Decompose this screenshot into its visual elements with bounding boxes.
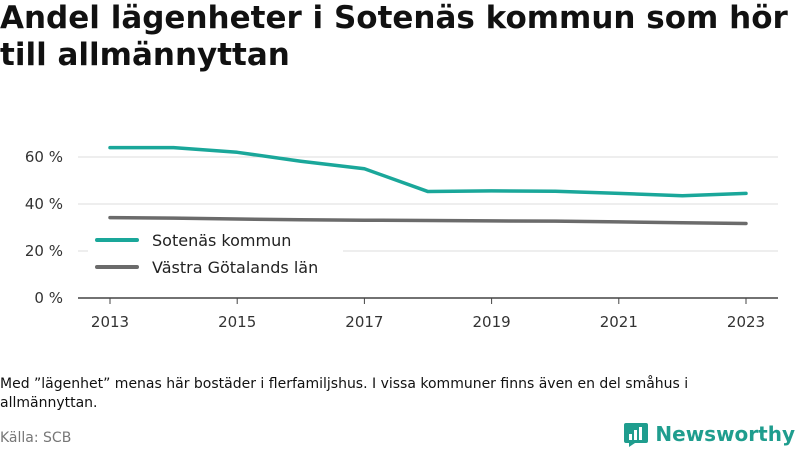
x-tick-label: 2017 [345,313,383,331]
x-tick-label: 2013 [91,313,129,331]
brand-name: Newsworthy [655,422,795,446]
x-tick-label: 2023 [727,313,765,331]
footnote: Med ”lägenhet” menas här bostäder i fler… [0,376,689,411]
series-line-vastra-gotaland [108,215,748,226]
legend-label: Sotenäs kommun [152,231,291,250]
y-tick-label: 20 % [25,242,63,260]
legend-label: Västra Götalands län [152,258,318,277]
chart-title: Andel lägenheter i Sotenäs kommun som hö… [0,0,788,73]
y-tick-label: 0 % [34,289,63,307]
source-label: Källa: SCB [0,430,72,446]
brand-logo: Newsworthy [623,420,795,448]
x-tick-label: 2021 [600,313,638,331]
newsworthy-logo-icon [624,423,649,447]
y-axis-tick-labels: 0 % 20 % 40 % 60 % [25,148,63,307]
x-tick-label: 2015 [218,313,256,331]
series-line-sotenas [108,145,748,198]
y-tick-label: 60 % [25,148,63,166]
x-axis-tick-labels: 2013 2015 2017 2019 2021 2023 [91,313,765,331]
series-lines [108,145,748,226]
y-tick-label: 40 % [25,195,63,213]
legend-background [88,228,343,282]
legend: Sotenäs kommun Västra Götalands län [88,228,343,282]
x-axis [78,297,778,304]
x-tick-label: 2019 [473,313,511,331]
